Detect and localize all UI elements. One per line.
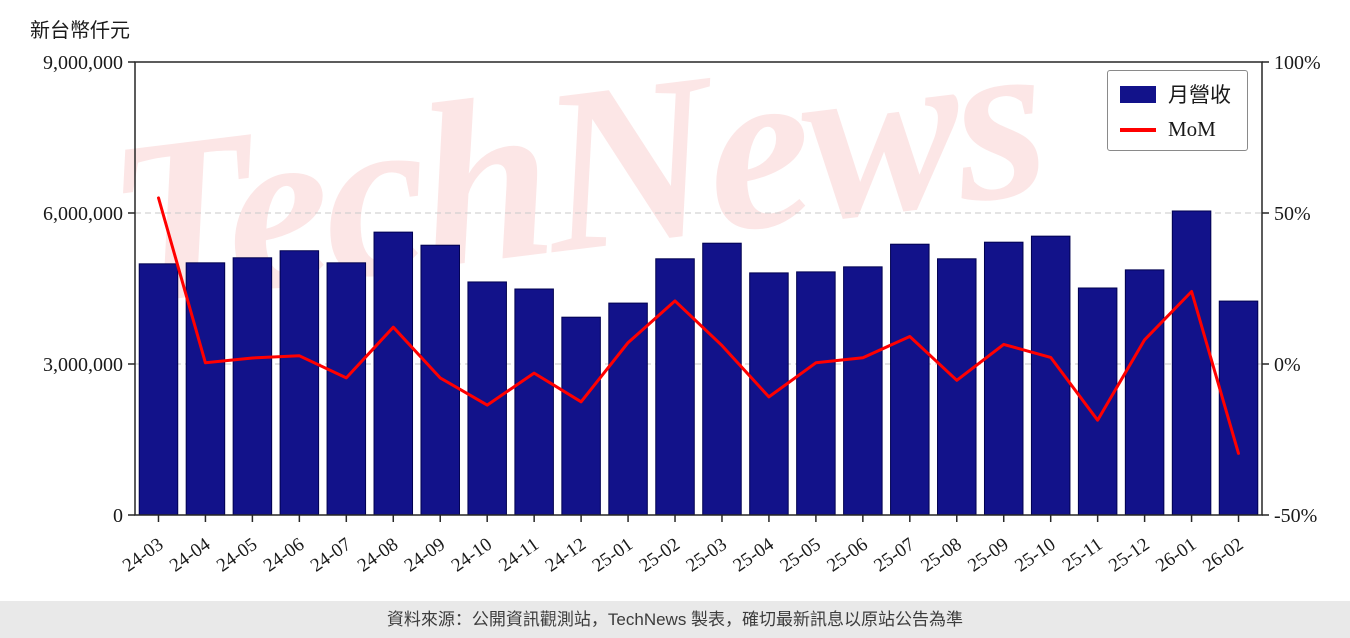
bar-24-06 [279,250,320,516]
plot-frame [134,61,1263,516]
x-tick-label-25-06: 25-06 [823,534,871,577]
x-tick-label-24-10: 24-10 [448,534,496,577]
x-tick-label-25-02: 25-02 [636,534,684,577]
left-tick-label: 6,000,000 [43,203,123,225]
bar-24-09 [420,244,460,516]
bar-25-05 [796,271,836,516]
x-tick-label-26-01: 26-01 [1152,534,1200,577]
legend-label-mom: MoM [1168,117,1216,141]
x-tick-label-24-07: 24-07 [307,534,355,577]
x-tick-label-24-03: 24-03 [119,534,167,577]
revenue-legend-swatch [1120,85,1156,103]
chart-canvas: 0 3,000,000 6,000,000 9,000,000 -50% 0% 50% 100… [43,52,1321,577]
x-tick-label-25-01: 25-01 [589,534,637,577]
x-tick-label-24-08: 24-08 [354,534,402,577]
bar-24-03 [138,263,179,516]
bar-24-05 [232,257,273,516]
bar-25-07 [890,243,930,516]
right-tick-label: 0% [1274,354,1301,376]
x-tick-label-24-05: 24-05 [213,534,261,577]
bar-25-12 [1124,269,1165,516]
source-note: 資料來源：公開資訊觀測站，TechNews 製表，確切最新訊息以原站公告為準 [0,601,1350,638]
right-tick-label: 100% [1274,52,1321,74]
bar-25-04 [749,272,789,516]
bar-24-07 [326,262,367,516]
x-tick-label-25-07: 25-07 [870,534,918,577]
x-tick-label-25-12: 25-12 [1105,534,1153,577]
bar-25-09 [983,241,1024,516]
x-tick-label-24-09: 24-09 [401,534,449,577]
bar-25-03 [702,242,742,516]
left-tick-label: 9,000,000 [43,52,123,74]
legend-label-revenue: 月營收 [1168,83,1231,107]
x-tick-label-25-05: 25-05 [776,534,824,577]
legend: 月營收 MoM [1107,70,1248,151]
x-tick-label-25-04: 25-04 [729,534,778,577]
x-tick-label-25-09: 25-09 [964,534,1012,577]
bar-25-01 [608,302,648,516]
mom-line [157,196,1240,455]
x-tick-label-24-04: 24-04 [166,534,215,577]
x-tick-label-24-06: 24-06 [260,534,308,577]
x-tick-label-25-03: 25-03 [682,534,730,577]
x-tick-label-25-08: 25-08 [917,534,965,577]
x-tick-label-24-12: 24-12 [542,534,590,577]
bar-24-11 [514,288,554,516]
right-tick-label: 50% [1274,203,1311,225]
legend-item-revenue: 月營收 [1120,79,1231,109]
mom-legend-swatch [1120,127,1156,132]
x-tick-label-25-11: 25-11 [1059,534,1107,576]
left-axis-title: 新台幣仟元 [30,20,130,42]
bar-25-08 [937,258,977,516]
bar-24-04 [185,262,226,516]
bar-25-02 [655,258,695,516]
x-tick-label-24-11: 24-11 [495,534,543,576]
left-tick-label: 0 [113,505,123,527]
bar-24-12 [561,316,601,516]
legend-item-mom: MoM [1120,117,1231,142]
x-tick-label-26-02: 26-02 [1199,534,1247,577]
bar-26-01 [1171,210,1212,516]
revenue-chart: 新台幣仟元 TechNews 0 3,000,000 6,000,000 9,000,… [30,0,1321,577]
bar-24-08 [373,231,414,516]
x-tick-label-25-10: 25-10 [1011,534,1059,577]
bar-25-06 [843,266,883,516]
left-tick-label: 3,000,000 [43,354,123,376]
right-tick-label: -50% [1274,505,1317,527]
